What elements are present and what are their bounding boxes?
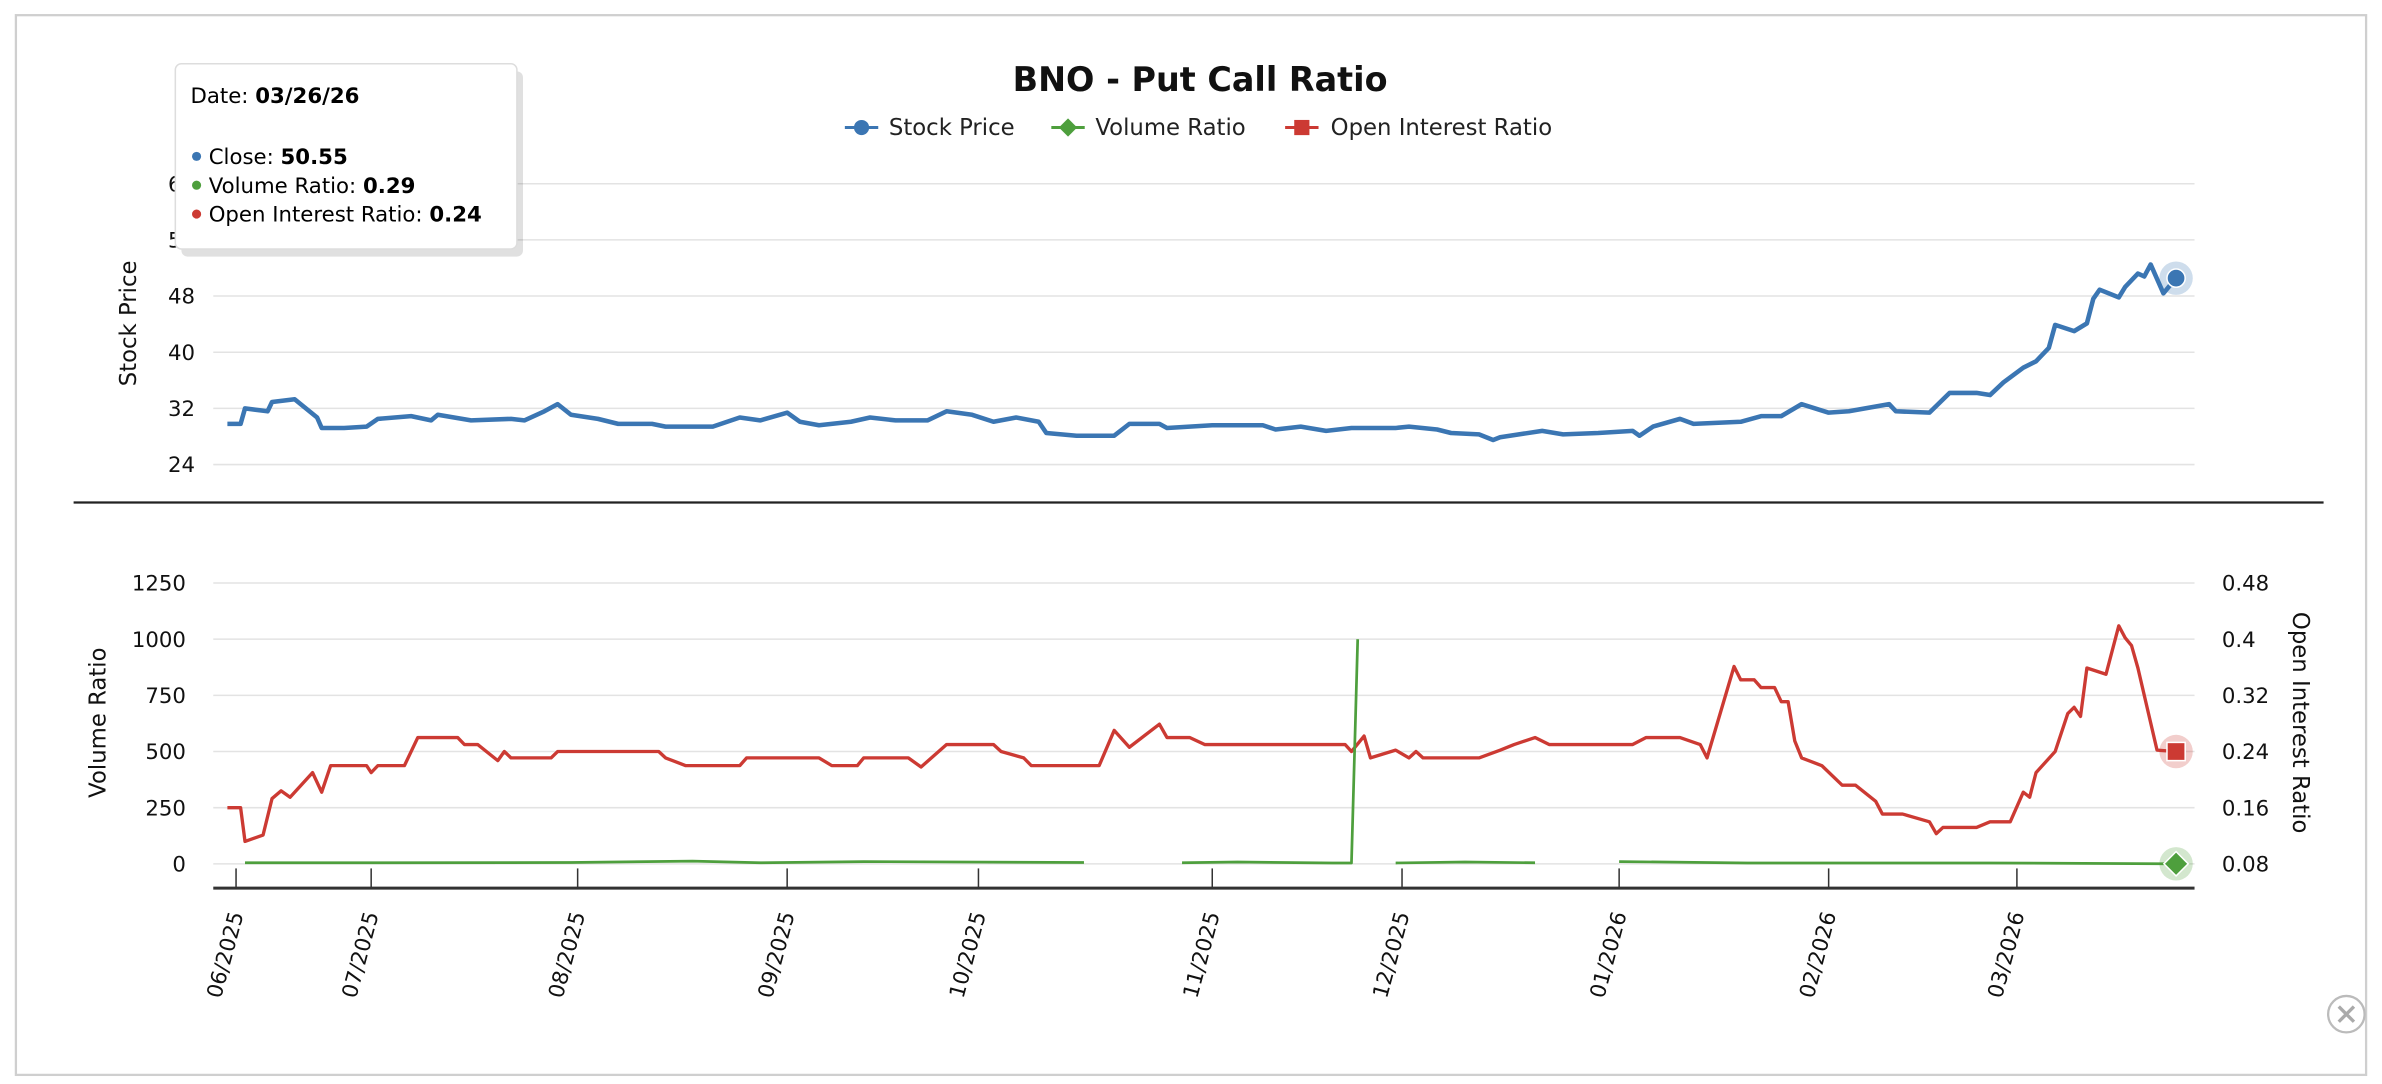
legend-label: Open Interest Ratio	[1331, 115, 1552, 141]
tooltip-date-label: Date:	[191, 84, 256, 109]
bullet-icon	[192, 151, 202, 161]
volume-ratio-line	[245, 639, 2177, 866]
y-tick-label-left: 500	[145, 740, 186, 765]
y-tick-label-left: 1250	[132, 572, 186, 597]
bullet-icon	[192, 209, 202, 219]
stock-price-line	[227, 262, 2178, 443]
y-axis-title-open-interest-ratio: Open Interest Ratio	[2287, 612, 2313, 833]
svg-text:Date: 03/26/26: Date: 03/26/26	[191, 84, 360, 109]
square-marker-icon	[1294, 119, 1310, 136]
tooltip-close-label: Close:	[209, 145, 281, 170]
legend-label: Volume Ratio	[1095, 115, 1245, 141]
y-tick-label-left: 1000	[132, 628, 186, 653]
y-tick-label: 40	[168, 341, 195, 366]
tooltip-oi-label: Open Interest Ratio:	[209, 203, 430, 228]
circle-marker-icon	[853, 119, 870, 136]
legend-item-volume-ratio[interactable]: Volume Ratio	[1051, 115, 1246, 141]
svg-text:Open Interest Ratio: 0.24: Open Interest Ratio: 0.24	[209, 203, 482, 228]
tooltip-volume-value: 0.29	[363, 174, 415, 199]
tooltip-date-value: 03/26/26	[255, 84, 359, 109]
close-button[interactable]	[2326, 994, 2366, 1034]
y-tick-label: 32	[168, 397, 195, 422]
y-axis-title-stock-price: Stock Price	[116, 260, 142, 386]
y-tick-label-right: 0.16	[2222, 796, 2269, 821]
y-tick-label: 24	[168, 453, 195, 478]
legend: Stock Price Volume Ratio Open Interest R…	[844, 115, 1552, 141]
y-tick-label-right: 0.48	[2222, 572, 2269, 597]
tooltip-volume-label: Volume Ratio:	[209, 174, 363, 199]
y-tick-label-right: 0.24	[2222, 740, 2269, 765]
upper-panel: 645648403224	[168, 172, 2195, 478]
chart-title: BNO - Put Call Ratio	[1013, 60, 1388, 99]
y-tick-label-right: 0.32	[2222, 684, 2269, 709]
tooltip-close-value: 50.55	[281, 145, 348, 170]
y-tick-label-left: 250	[145, 796, 186, 821]
y-tick-label: 48	[168, 285, 195, 310]
open-interest-hover-marker	[2166, 741, 2186, 762]
svg-text:Close: 50.55: Close: 50.55	[209, 145, 348, 170]
y-axis-title-volume-ratio: Volume Ratio	[85, 647, 111, 797]
stock-price-hover-marker	[2166, 268, 2186, 289]
tooltip-oi-value: 0.24	[429, 203, 481, 228]
y-tick-label-right: 0.4	[2222, 628, 2256, 653]
y-tick-label-right: 0.08	[2222, 852, 2269, 877]
bullet-icon	[192, 180, 202, 190]
volume-ratio-hover-marker	[2162, 850, 2190, 878]
diamond-marker-icon	[1058, 118, 1078, 137]
legend-item-open-interest-ratio[interactable]: Open Interest Ratio	[1285, 115, 1552, 141]
svg-text:Volume Ratio: 0.29: Volume Ratio: 0.29	[209, 174, 416, 199]
y-tick-label-left: 750	[145, 684, 186, 709]
open-interest-ratio-line	[227, 624, 2177, 844]
legend-item-stock-price[interactable]: Stock Price	[844, 115, 1015, 141]
tooltip: Date: 03/26/26 Close: 50.55 Volume Ratio…	[174, 63, 523, 257]
y-tick-label-left: 0	[172, 852, 186, 877]
legend-label: Stock Price	[889, 115, 1015, 141]
